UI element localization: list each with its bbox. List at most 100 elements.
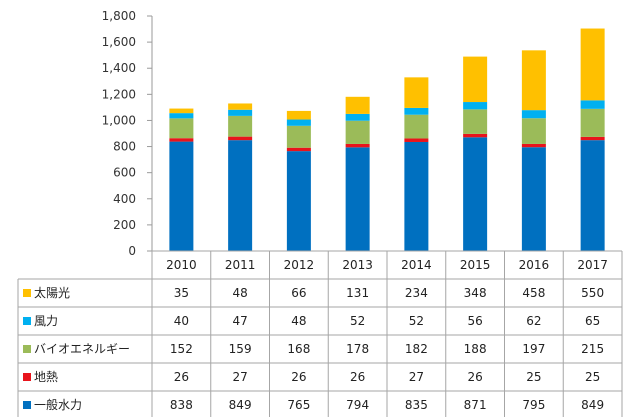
y-tick-label: 1,600 [102, 35, 136, 49]
data-label: 795 [522, 398, 545, 412]
y-tick-label: 1,000 [102, 113, 136, 127]
data-label: 838 [170, 398, 193, 412]
bar-segment [463, 109, 488, 134]
bar-segment [463, 133, 488, 138]
x-tick-label: 2015 [460, 258, 491, 272]
bar-segment [169, 141, 194, 251]
bar-segment [286, 125, 311, 148]
bar-segment [228, 103, 253, 110]
bar-segment [286, 147, 311, 152]
x-tick-label: 2010 [166, 258, 197, 272]
data-label: 52 [409, 314, 424, 328]
legend-swatch [23, 373, 31, 381]
data-label: 550 [581, 286, 604, 300]
y-tick-label: 1,400 [102, 61, 136, 75]
y-tick-label: 1,200 [102, 87, 136, 101]
y-tick-label: 0 [128, 244, 136, 258]
bar-segment [228, 109, 253, 116]
data-label: 25 [585, 370, 600, 384]
data-label: 48 [232, 286, 247, 300]
bar-segment [580, 28, 605, 101]
data-label: 27 [232, 370, 247, 384]
data-table: 2010 2011 2012 2013 2014 2015 2016 2017 太陽光 35 48 6… [17, 250, 623, 417]
data-label: 871 [464, 398, 487, 412]
data-label: 25 [526, 370, 541, 384]
bar-segment [286, 110, 311, 120]
bar-segment [169, 108, 194, 114]
data-label: 849 [581, 398, 604, 412]
bar-segment [228, 115, 253, 137]
data-label: 458 [522, 286, 545, 300]
data-label: 348 [464, 286, 487, 300]
legend-swatch [23, 345, 31, 353]
bar-segment [286, 151, 311, 252]
bar-segment [228, 136, 253, 141]
data-label: 765 [287, 398, 310, 412]
data-label: 835 [405, 398, 428, 412]
bar-segment [169, 118, 194, 139]
y-tick-label: 800 [113, 140, 136, 154]
bar-segment [169, 138, 194, 142]
data-label: 62 [526, 314, 541, 328]
bar-segment [345, 147, 370, 251]
x-tick-label: 2011 [225, 258, 256, 272]
data-label: 66 [291, 286, 306, 300]
data-label: 48 [291, 314, 306, 328]
x-tick-label: 2017 [577, 258, 608, 272]
bar-segment [404, 77, 429, 108]
bar-segment [463, 137, 488, 251]
data-label: 65 [585, 314, 600, 328]
data-label: 794 [346, 398, 369, 412]
bar-segment [521, 50, 546, 111]
y-tick-label: 200 [113, 218, 136, 232]
bar-segment [286, 119, 311, 126]
legend-label: 風力 [34, 314, 58, 328]
data-label: 35 [174, 286, 189, 300]
data-label: 26 [174, 370, 189, 384]
y-tick-label: 1,800 [102, 9, 136, 23]
bar-segment [521, 147, 546, 251]
x-tick-label: 2013 [342, 258, 373, 272]
data-label: 849 [229, 398, 252, 412]
legend-label: 一般水力 [34, 397, 82, 412]
data-label: 27 [409, 370, 424, 384]
bar-segment [463, 56, 488, 103]
legend-swatch [23, 289, 31, 297]
bar-segment [580, 108, 605, 137]
data-label: 131 [346, 286, 369, 300]
data-label: 40 [174, 314, 189, 328]
data-label: 47 [232, 314, 247, 328]
data-label: 52 [350, 314, 365, 328]
bar-segment [580, 100, 605, 109]
data-label: 234 [405, 286, 428, 300]
x-tick-label: 2014 [401, 258, 432, 272]
bar-segment [404, 107, 429, 115]
legend-label: 太陽光 [34, 285, 70, 300]
data-label: 182 [405, 342, 428, 356]
bar-segment [345, 113, 370, 121]
data-label: 159 [229, 342, 252, 356]
bar-segment [580, 140, 605, 251]
y-axis: 0 200 400 600 800 1,000 1,200 1,400 1,600 1,800 [102, 9, 153, 258]
bar-segment [521, 143, 546, 148]
bar-segment [345, 120, 370, 144]
bar-segment [521, 110, 546, 119]
bar-segment [404, 141, 429, 251]
data-label: 215 [581, 342, 604, 356]
bar-segment [463, 102, 488, 110]
y-tick-label: 600 [113, 166, 136, 180]
x-tick-label: 2012 [284, 258, 315, 272]
bar-segment [580, 136, 605, 141]
bar-segment [521, 118, 546, 144]
bar-segment [404, 114, 429, 139]
legend-label: 地熱 [34, 370, 58, 384]
legend-swatch [23, 317, 31, 325]
y-tick-label: 400 [113, 192, 136, 206]
legend-swatch [23, 401, 31, 409]
data-label: 26 [350, 370, 365, 384]
data-label: 152 [170, 342, 193, 356]
legend-label: バイオエネルギー [34, 342, 130, 356]
data-label: 188 [464, 342, 487, 356]
x-tick-label: 2016 [519, 258, 550, 272]
